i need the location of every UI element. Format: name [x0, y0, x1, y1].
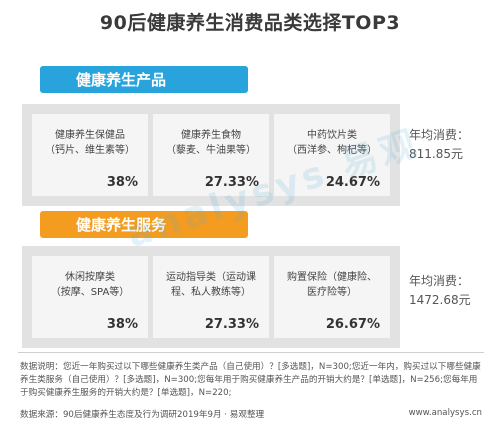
service-card-insurance: 购置保险（健康险、 医疗险等） 26.67% [274, 256, 390, 338]
section-header-services: 健康养生服务 [40, 211, 248, 238]
stat-label: 年均消费： [409, 128, 470, 142]
card-name: 运动指导类（运动课 程、私人教练等） [166, 272, 256, 298]
card-percent: 26.67% [325, 317, 380, 332]
product-card-food: 健康养生食物 （藜麦、牛油果等） 27.33% [153, 114, 269, 196]
card-name: 中药饮片类 （西洋参、枸杞等） [287, 130, 377, 156]
card-percent: 27.33% [204, 317, 259, 332]
services-annual-spend: 年均消费： 1472.68元 [409, 272, 499, 310]
card-percent: 27.33% [204, 175, 259, 190]
source-text: 数据来源：90后健康养生态度及行为调研2019年9月 · 易观整理 [20, 410, 265, 420]
card-percent: 24.67% [325, 175, 380, 190]
card-name: 休闲按摩类 （按摩、SPA等） [50, 272, 130, 298]
page-title: 90后健康养生消费品类选择TOP3 [99, 12, 401, 34]
data-notes: 数据说明：您近一年购买过以下哪些健康养生类产品（自己使用）？[多选题]，N=30… [20, 362, 481, 398]
service-card-massage: 休闲按摩类 （按摩、SPA等） 38% [32, 256, 148, 338]
card-name: 健康养生食物 （藜麦、牛油果等） [166, 130, 256, 156]
services-panel: 休闲按摩类 （按摩、SPA等） 38% 运动指导类（运动课 程、私人教练等） 2… [22, 246, 400, 348]
data-source: 数据来源：90后健康养生态度及行为调研2019年9月 · 易观整理 www.an… [20, 408, 482, 420]
product-card-supplements: 健康养生保健品 （钙片、维生素等） 38% [32, 114, 148, 196]
card-name: 购置保险（健康险、 医疗险等） [287, 272, 377, 298]
products-panel: 健康养生保健品 （钙片、维生素等） 38% 健康养生食物 （藜麦、牛油果等） 2… [22, 104, 400, 206]
card-percent: 38% [106, 317, 138, 332]
stat-value: 811.85元 [409, 147, 463, 161]
stat-value: 1472.68元 [409, 293, 471, 307]
stat-label: 年均消费： [409, 274, 470, 288]
divider [18, 352, 484, 353]
service-card-fitness: 运动指导类（运动课 程、私人教练等） 27.33% [153, 256, 269, 338]
card-name: 健康养生保健品 （钙片、维生素等） [45, 130, 135, 156]
source-url: www.analysys.cn [408, 408, 482, 418]
section-header-products: 健康养生产品 [40, 66, 248, 93]
product-card-herbal: 中药饮片类 （西洋参、枸杞等） 24.67% [274, 114, 390, 196]
card-percent: 38% [106, 175, 138, 190]
products-annual-spend: 年均消费： 811.85元 [409, 126, 499, 164]
